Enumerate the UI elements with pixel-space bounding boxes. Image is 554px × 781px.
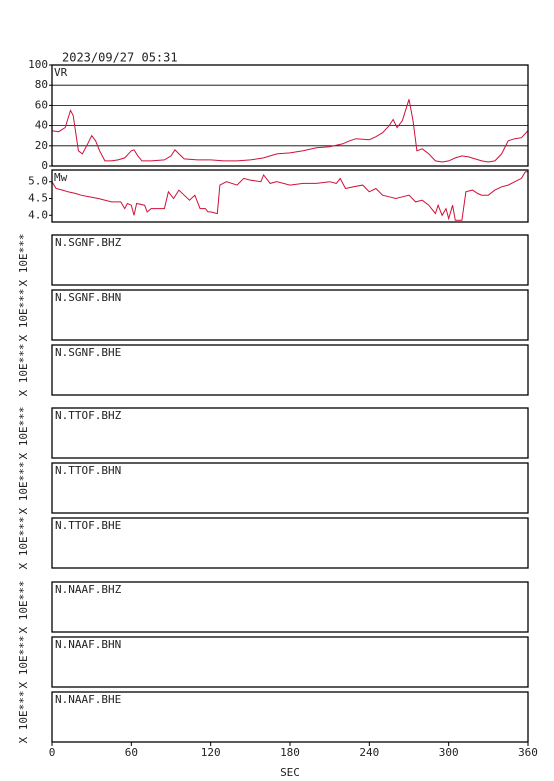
x-tick-label: 60 [125, 746, 138, 759]
panel-frame [51, 636, 529, 688]
x-tick-label: 120 [201, 746, 221, 759]
side-label: X 10E*** [17, 691, 30, 744]
side-label: X 10E*** [17, 344, 30, 397]
y-tick-label: 60 [35, 98, 48, 111]
panel-label: VR [54, 66, 68, 79]
panel-frame [51, 289, 529, 341]
panel-label: N.NAAF.BHN [55, 638, 121, 651]
data-line [51, 171, 528, 221]
panel-frame [51, 169, 529, 223]
panel-frame [51, 234, 529, 286]
y-tick-label: 20 [35, 139, 48, 152]
x-tick-label: 300 [439, 746, 459, 759]
y-tick-label: 4.5 [28, 192, 48, 205]
panel-frame [51, 462, 529, 514]
y-tick-label: 0 [41, 159, 48, 172]
panel-label: N.SGNF.BHN [55, 291, 121, 304]
panel-label: N.NAAF.BHE [55, 693, 121, 706]
x-tick-label: 180 [280, 746, 300, 759]
side-label: X 10E*** [17, 636, 30, 689]
panel-label: N.SGNF.BHZ [55, 236, 122, 249]
x-tick-label: 0 [49, 746, 56, 759]
y-tick-label: 80 [35, 78, 48, 91]
y-tick-label: 40 [35, 119, 48, 132]
panel-frame [51, 64, 529, 167]
panel-frame [51, 407, 529, 459]
data-line [51, 99, 529, 163]
panel-label: N.TTOF.BHZ [55, 409, 122, 422]
y-tick-label: 4.0 [28, 208, 48, 221]
panel-label: N.TTOF.BHE [55, 519, 121, 532]
side-label: X 10E*** [17, 289, 30, 342]
panel-label: N.SGNF.BHE [55, 346, 121, 359]
side-label: X 10E*** [17, 581, 30, 634]
panel-frame [51, 344, 529, 396]
panel-frame [51, 691, 529, 743]
panel-frame [51, 581, 529, 633]
side-label: X 10E*** [17, 407, 30, 460]
x-tick-label: 240 [359, 746, 379, 759]
panel-label: Mw [54, 171, 68, 184]
side-label: X 10E*** [17, 462, 30, 515]
panel-label: N.NAAF.BHZ [55, 583, 122, 596]
x-axis-label: SEC [280, 766, 300, 779]
panel-label: N.TTOF.BHN [55, 464, 121, 477]
panel-frame [51, 517, 529, 569]
x-tick-label: 360 [518, 746, 538, 759]
side-label: X 10E*** [17, 234, 30, 287]
side-label: X 10E*** [17, 517, 30, 570]
y-tick-label: 5.0 [28, 175, 48, 188]
title: 2023/09/27 05:31 [62, 51, 178, 65]
y-tick-label: 100 [28, 58, 48, 71]
